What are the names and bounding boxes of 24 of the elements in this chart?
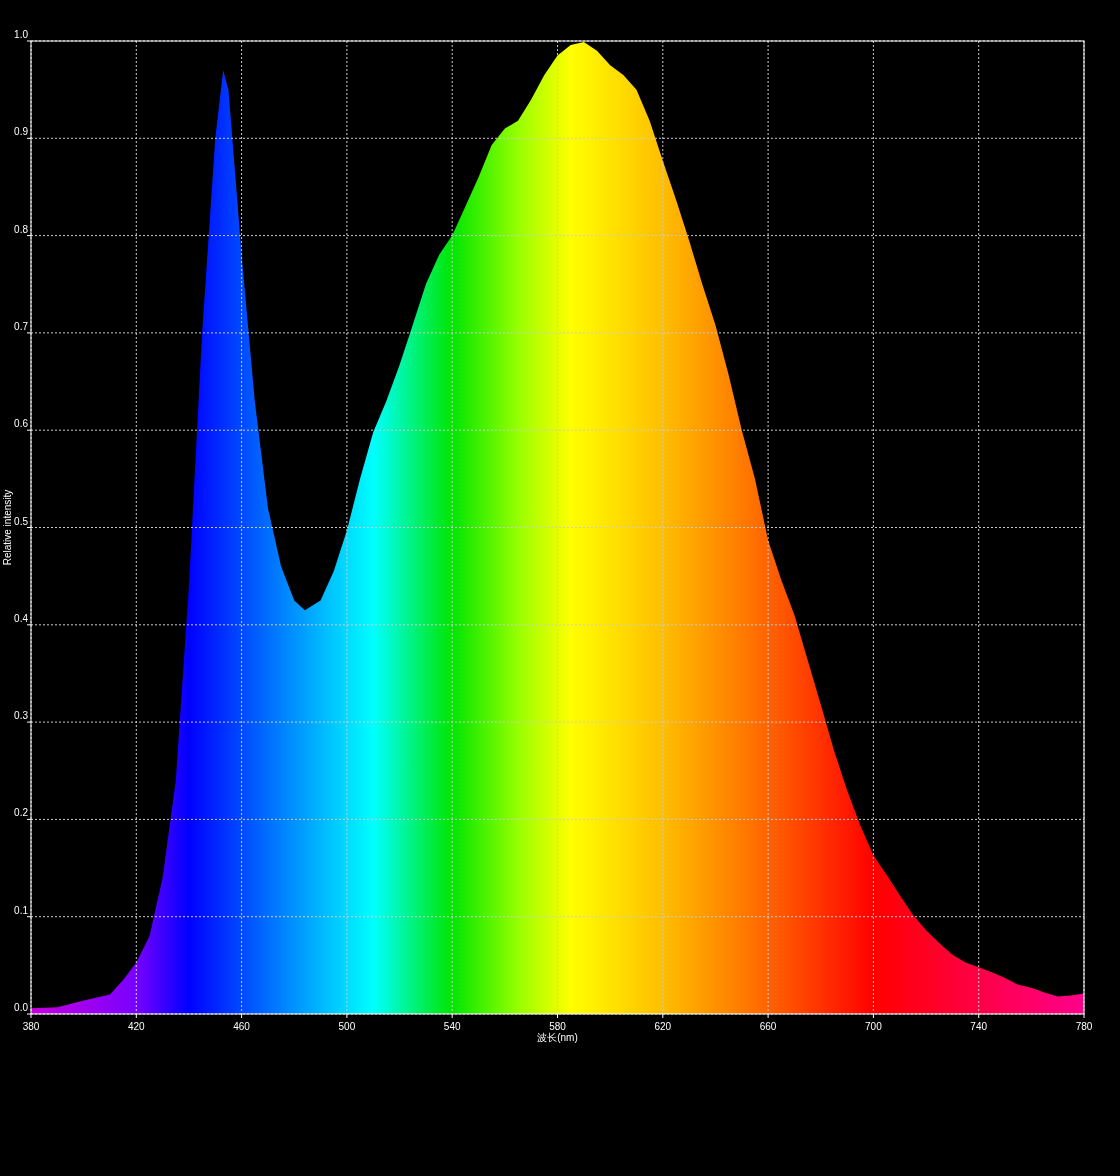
x-tick-label: 540 [443,1021,461,1032]
x-tick-label: 660 [759,1021,777,1032]
y-tick-label: 0.8 [14,223,29,235]
y-tick-label: 0.2 [14,807,29,819]
y-tick-label: 0.5 [14,515,29,527]
y-axis-title: Relative intensity [2,489,13,566]
x-tick-label: 780 [1075,1021,1093,1032]
x-tick-label: 380 [22,1021,40,1032]
x-tick-label: 620 [654,1021,672,1032]
x-tick-label: 580 [549,1021,567,1032]
x-tick-label: 700 [865,1021,883,1032]
y-tick-label: 0.4 [14,612,29,624]
x-tick-label: 740 [970,1021,988,1032]
y-tick-label: 0.3 [14,710,29,722]
x-tick-label: 420 [127,1021,146,1032]
x-tick-label: 500 [338,1021,356,1032]
y-tick-label: 0.9 [14,126,29,138]
x-tick-label: 460 [233,1021,251,1032]
x-axis-title: 波长(nm) [537,1032,578,1043]
y-tick-label: 0.0 [14,1002,29,1013]
y-tick-label: 0.6 [14,418,29,430]
y-tick-label: 0.1 [14,904,29,916]
y-tick-label: 1.0 [14,29,29,40]
y-tick-label: 0.7 [14,320,29,332]
